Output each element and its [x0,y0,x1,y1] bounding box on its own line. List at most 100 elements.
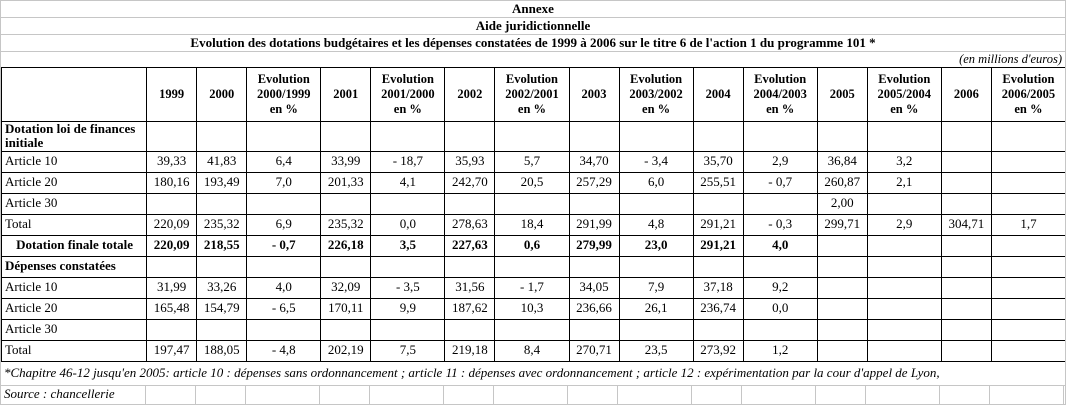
value-cell [816,318,868,341]
column-header: Evolution 2001/2000 en % [370,67,446,122]
row-label: Dépenses constatées [1,255,148,278]
value-cell: 9,2 [742,276,818,299]
column-header: Evolution 2006/2005 en % [990,67,1065,122]
value-cell [444,318,496,341]
value-cell [990,276,1065,299]
value-cell [940,121,992,152]
value-cell [196,192,248,215]
value-cell: 242,70 [444,171,496,194]
value-cell: 270,71 [568,339,620,362]
column-header: Evolution 2005/2004 en % [866,67,942,122]
table-row: Total 220,09 235,32 6,9 235,32 0,0 278,63 18,4 2… [1,213,1065,236]
value-cell: 279,99 [568,234,620,257]
row-label: Dotation loi de finances initiale [1,121,148,152]
value-cell: 7,0 [246,171,322,194]
value-cell [494,121,570,152]
row-label: Article 10 [1,150,148,173]
value-cell: 34,05 [568,276,620,299]
value-cell [692,318,744,341]
value-cell: 236,66 [568,297,620,320]
value-cell: 3,2 [866,150,942,173]
table-row: Total 197,47 188,05- 4,8 202,19 7,5 219,18 8,4… [1,339,1065,362]
grid-cell [320,385,370,404]
footnote: *Chapitre 46-12 jusqu'en 2005: article 1… [1,362,1065,386]
grid-cell [246,385,320,404]
grid-cell [940,385,990,404]
row-label: Total [1,339,148,362]
value-cell [940,276,992,299]
table-header-row: 1999 2000 Evolution 2000/1999 en % 2001 Evol… [1,67,1065,122]
value-cell: 6,4 [246,150,322,173]
value-cell [320,318,372,341]
value-cell: 5,7 [494,150,570,173]
value-cell: 4,0 [246,276,322,299]
value-cell [866,276,942,299]
value-cell: 235,32 [196,213,248,236]
value-cell [444,255,496,278]
table-row: Article 20 180,16 193,49 7,0 201,33 4,1 242,70… [1,171,1065,194]
value-cell [494,255,570,278]
value-cell [816,276,868,299]
value-cell [494,318,570,341]
value-cell [940,318,992,341]
grid-cell [618,385,692,404]
column-header: Evolution 2004/2003 en % [742,67,818,122]
value-cell: - 6,5 [246,297,322,320]
value-cell: 0,0 [742,297,818,320]
value-cell [618,318,694,341]
value-cell [990,339,1065,362]
value-cell: 188,05 [196,339,248,362]
table-row: Article 10 39,33 41,83 6,4 33,99- 18,7 35,93 5… [1,150,1065,173]
column-header: 2004 [692,67,744,122]
value-cell: 291,21 [692,213,744,236]
value-cell [692,121,744,152]
value-cell: 37,18 [692,276,744,299]
value-cell [990,297,1065,320]
value-cell [816,297,868,320]
value-cell: 2,1 [866,171,942,194]
value-cell: 291,21 [692,234,744,257]
value-cell [568,318,620,341]
value-cell: 235,32 [320,213,372,236]
value-cell [742,121,818,152]
row-label: Dotation finale totale [1,234,148,257]
value-cell: - 1,7 [494,276,570,299]
value-cell [990,192,1065,215]
value-cell: - 3,5 [370,276,446,299]
value-cell: 220,09 [146,234,198,257]
value-cell [940,234,992,257]
value-cell [246,192,322,215]
value-cell [146,192,198,215]
value-cell: 18,4 [494,213,570,236]
value-cell [618,255,694,278]
value-cell [990,150,1065,173]
value-cell: 9,9 [370,297,446,320]
value-cell [816,121,868,152]
value-cell: 26,1 [618,297,694,320]
value-cell: 0,6 [494,234,570,257]
value-cell: 273,92 [692,339,744,362]
source-row: Source : chancellerie [1,385,1065,404]
value-cell [444,192,496,215]
value-cell: - 4,8 [246,339,322,362]
value-cell [742,192,818,215]
row-label: Article 30 [1,192,148,215]
value-cell: 31,99 [146,276,198,299]
value-cell [990,234,1065,257]
column-header: Evolution 2002/2001 en % [494,67,570,122]
value-cell: 202,19 [320,339,372,362]
row-label: Total [1,213,148,236]
value-cell [618,121,694,152]
value-cell [196,255,248,278]
value-cell [246,318,322,341]
value-cell [692,192,744,215]
value-cell: 3,5 [370,234,446,257]
value-cell: 187,62 [444,297,496,320]
grid-cell [692,385,742,404]
value-cell: 1,7 [990,213,1065,236]
value-cell [742,318,818,341]
value-cell: 257,29 [568,171,620,194]
grid-cell [866,385,940,404]
value-cell [816,234,868,257]
value-cell: 32,09 [320,276,372,299]
